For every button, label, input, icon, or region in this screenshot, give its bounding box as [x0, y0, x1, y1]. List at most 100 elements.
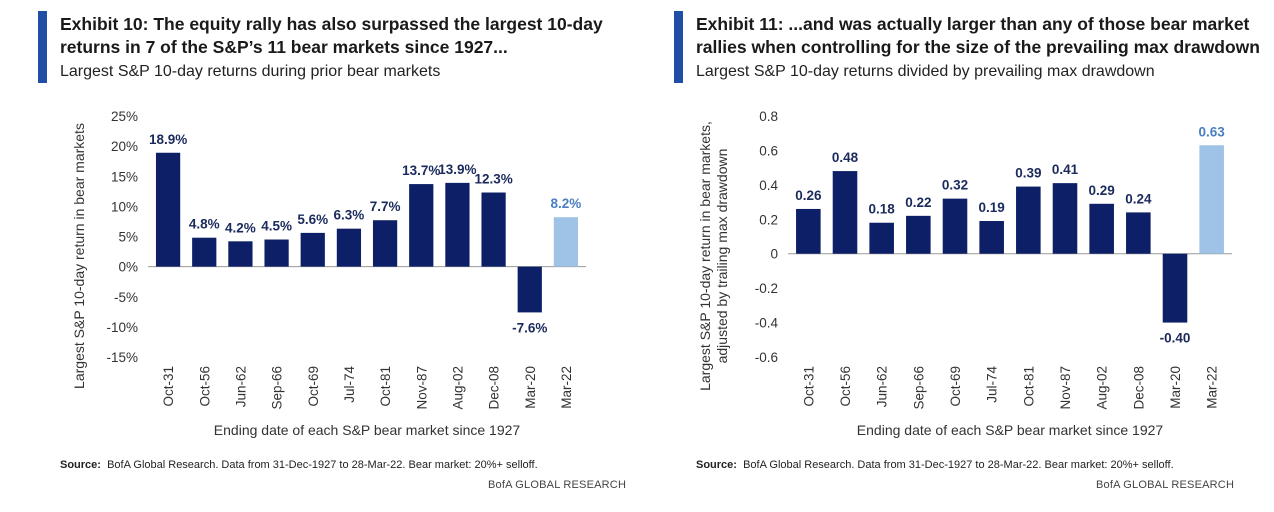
bar-oct-56	[832, 171, 858, 254]
bar-jun-62	[228, 241, 253, 267]
bar-nov-87	[409, 184, 434, 267]
bar-oct-69	[300, 232, 325, 267]
bar-chart-exhibit-10: -15% -10% -5% 0% 5% 10% 15% 20% 25% 18.9% Oct-31 4.…	[71, 109, 586, 438]
x-tick-label: Jul-74	[342, 366, 357, 403]
bar-oct-69	[942, 198, 968, 254]
value-label: 0.22	[905, 195, 931, 210]
x-tick-label: Oct-56	[838, 366, 853, 407]
y-axis-label: Largest S&P 10-day return in bear market…	[71, 123, 87, 389]
source-label: Source:	[60, 459, 101, 471]
bar-dec-08	[481, 192, 506, 267]
source-text: BofA Global Research. Data from 31-Dec-1…	[107, 459, 538, 471]
bar-jul-74	[979, 221, 1004, 254]
value-label: 0.41	[1052, 162, 1079, 177]
y-tick-label: 20%	[111, 139, 138, 154]
exhibit-subtitle: Largest S&P 10-day returns during prior …	[60, 63, 441, 80]
x-tick-label: Aug-02	[1095, 366, 1110, 410]
x-tick-label: Nov-87	[1058, 366, 1073, 410]
exhibit-10-panel: Exhibit 10: The equity rally has also su…	[38, 0, 638, 512]
x-axis-label: Ending date of each S&P bear market sinc…	[857, 422, 1164, 438]
bar-oct-31	[155, 152, 181, 267]
value-label: 0.26	[795, 188, 822, 203]
x-tick-label: Mar-20	[1168, 366, 1183, 409]
value-label: 0.24	[1125, 191, 1152, 206]
value-label: 0.18	[869, 202, 896, 217]
value-label: 0.19	[979, 200, 1005, 215]
value-label: 7.7%	[370, 199, 401, 214]
value-label: 0.29	[1089, 183, 1115, 198]
value-label: 0.48	[832, 150, 859, 165]
y-tick-label: 15%	[111, 169, 138, 184]
x-tick-label: Oct-56	[197, 366, 212, 407]
bar-mar-22	[553, 217, 579, 267]
bar-oct-31	[796, 208, 821, 254]
value-label: -0.40	[1160, 331, 1191, 346]
value-label: 4.5%	[261, 219, 292, 234]
bar-jul-74	[336, 228, 362, 267]
bar-sep-66	[264, 239, 289, 267]
y-tick-label: 0.6	[759, 143, 778, 158]
bar-mar-20	[1162, 253, 1188, 323]
x-tick-label: Aug-02	[450, 366, 465, 410]
value-label: 4.8%	[189, 217, 220, 232]
accent-bar	[674, 11, 683, 83]
x-tick-label: Mar-22	[1205, 366, 1220, 409]
accent-bar	[38, 11, 47, 83]
bar-jun-62	[869, 222, 894, 254]
bar-dec-08	[1126, 212, 1151, 254]
x-tick-label: Oct-31	[801, 366, 816, 407]
x-tick-label: Mar-20	[523, 366, 538, 409]
y-tick-label: -5%	[114, 290, 138, 305]
y-tick-label: -15%	[106, 350, 138, 365]
y-axis-label: Largest S&P 10-day return in bear market…	[697, 121, 730, 391]
y-tick-label: 0%	[118, 260, 138, 275]
y-tick-label: 25%	[111, 109, 138, 124]
x-tick-label: Oct-81	[378, 366, 393, 407]
bar-aug-02	[445, 182, 470, 267]
x-tick-label: Oct-81	[1021, 366, 1036, 407]
x-tick-label: Oct-31	[161, 366, 176, 407]
y-tick-label: -0.6	[755, 350, 778, 365]
bar-oct-81	[1016, 186, 1041, 254]
exhibit-subtitle: Largest S&P 10-day returns divided by pr…	[696, 63, 1155, 80]
bar-oct-56	[192, 237, 217, 267]
x-tick-label: Dec-08	[487, 366, 502, 410]
research-credit: BofA GLOBAL RESEARCH	[1096, 479, 1235, 491]
bar-chart-exhibit-11: -0.6 -0.4 -0.2 0 0.2 0.4 0.6 0.8 0.26 Oct-31 0.48 O…	[697, 109, 1232, 438]
exhibit-11-panel: Exhibit 11: ...and was actually larger t…	[674, 0, 1274, 512]
bar-mar-20	[517, 266, 542, 313]
bar-aug-02	[1089, 203, 1114, 254]
x-tick-label: Dec-08	[1131, 366, 1146, 410]
x-axis-label: Ending date of each S&P bear market sinc…	[214, 422, 521, 438]
value-label: 0.39	[1015, 166, 1041, 181]
bar-mar-22	[1199, 145, 1224, 254]
x-tick-label: Sep-66	[911, 366, 926, 410]
source-label: Source:	[696, 459, 737, 471]
source-text: BofA Global Research. Data from 31-Dec-1…	[743, 459, 1174, 471]
x-tick-label: Nov-87	[414, 366, 429, 410]
value-label: 5.6%	[297, 212, 328, 227]
value-label: 12.3%	[474, 172, 512, 187]
x-tick-label: Mar-22	[559, 366, 574, 409]
value-label: 18.9%	[149, 132, 187, 147]
source-note: Source: BofA Global Research. Data from …	[696, 459, 1174, 471]
x-tick-label: Oct-69	[306, 366, 321, 407]
value-label: 13.7%	[402, 163, 440, 178]
x-tick-label: Oct-69	[948, 366, 963, 407]
value-label: 0.32	[942, 178, 968, 193]
y-tick-label: 10%	[111, 199, 138, 214]
value-label: 6.3%	[334, 208, 365, 223]
y-tick-label: 0.4	[759, 178, 778, 193]
source-note: Source: BofA Global Research. Data from …	[60, 459, 538, 471]
y-tick-label: -10%	[106, 320, 138, 335]
y-tick-label: 5%	[118, 230, 138, 245]
value-label: 13.9%	[438, 162, 476, 177]
bar-sep-66	[906, 215, 931, 254]
y-tick-label: 0	[770, 247, 778, 262]
x-tick-label: Jun-62	[233, 366, 248, 407]
y-tick-label: 0.2	[759, 212, 778, 227]
y-tick-label: -0.4	[755, 316, 779, 331]
y-tick-label: -0.2	[755, 281, 778, 296]
x-tick-label: Jul-74	[985, 366, 1000, 403]
bar-oct-81	[372, 220, 398, 267]
